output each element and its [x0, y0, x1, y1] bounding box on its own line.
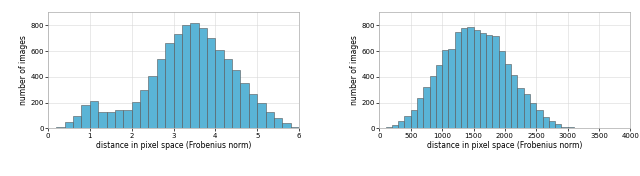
Bar	[266, 112, 274, 128]
Bar	[182, 25, 190, 128]
Bar	[291, 127, 299, 128]
Bar	[90, 101, 98, 128]
Bar	[524, 94, 530, 128]
Bar	[480, 33, 486, 128]
Bar	[454, 32, 461, 128]
Bar	[461, 29, 467, 128]
Bar	[499, 51, 505, 128]
Bar	[73, 116, 81, 128]
X-axis label: distance in pixel space (Frobenius norm): distance in pixel space (Frobenius norm)	[96, 141, 252, 150]
Bar	[561, 127, 568, 128]
Y-axis label: number of images: number of images	[350, 35, 359, 105]
Bar	[173, 34, 182, 128]
Bar	[467, 27, 474, 128]
Bar	[492, 36, 499, 128]
Bar	[224, 59, 232, 128]
Bar	[392, 125, 398, 128]
Bar	[115, 110, 124, 128]
Bar	[56, 127, 65, 128]
Bar	[549, 121, 555, 128]
Bar	[436, 65, 442, 128]
Bar	[132, 102, 140, 128]
Y-axis label: number of images: number of images	[19, 35, 28, 105]
Bar	[257, 103, 266, 128]
Bar	[474, 30, 480, 128]
Bar	[107, 112, 115, 128]
Bar	[124, 110, 132, 128]
Bar	[543, 117, 549, 128]
Bar	[411, 110, 417, 128]
Bar	[215, 50, 224, 128]
Bar	[81, 105, 90, 128]
Bar	[486, 35, 492, 128]
Bar	[274, 118, 282, 128]
Bar	[148, 76, 157, 128]
Bar	[404, 116, 411, 128]
Bar	[423, 87, 429, 128]
Bar	[386, 127, 392, 128]
Bar	[429, 76, 436, 128]
Bar	[398, 121, 404, 128]
Bar	[442, 50, 449, 128]
Bar	[207, 38, 215, 128]
Bar	[241, 83, 249, 128]
Bar	[65, 122, 73, 128]
Bar	[157, 59, 165, 128]
Bar	[517, 89, 524, 128]
X-axis label: distance in pixel space (Frobenius norm): distance in pixel space (Frobenius norm)	[427, 141, 582, 150]
Bar	[98, 112, 107, 128]
Bar	[511, 75, 517, 128]
Bar	[536, 110, 543, 128]
Bar	[530, 103, 536, 128]
Bar	[198, 29, 207, 128]
Bar	[165, 43, 173, 128]
Bar	[505, 64, 511, 128]
Bar	[249, 94, 257, 128]
Bar	[555, 124, 561, 128]
Bar	[417, 98, 423, 128]
Bar	[190, 23, 198, 128]
Bar	[232, 70, 241, 128]
Bar	[449, 49, 454, 128]
Bar	[568, 127, 574, 128]
Bar	[140, 90, 148, 128]
Bar	[282, 123, 291, 128]
